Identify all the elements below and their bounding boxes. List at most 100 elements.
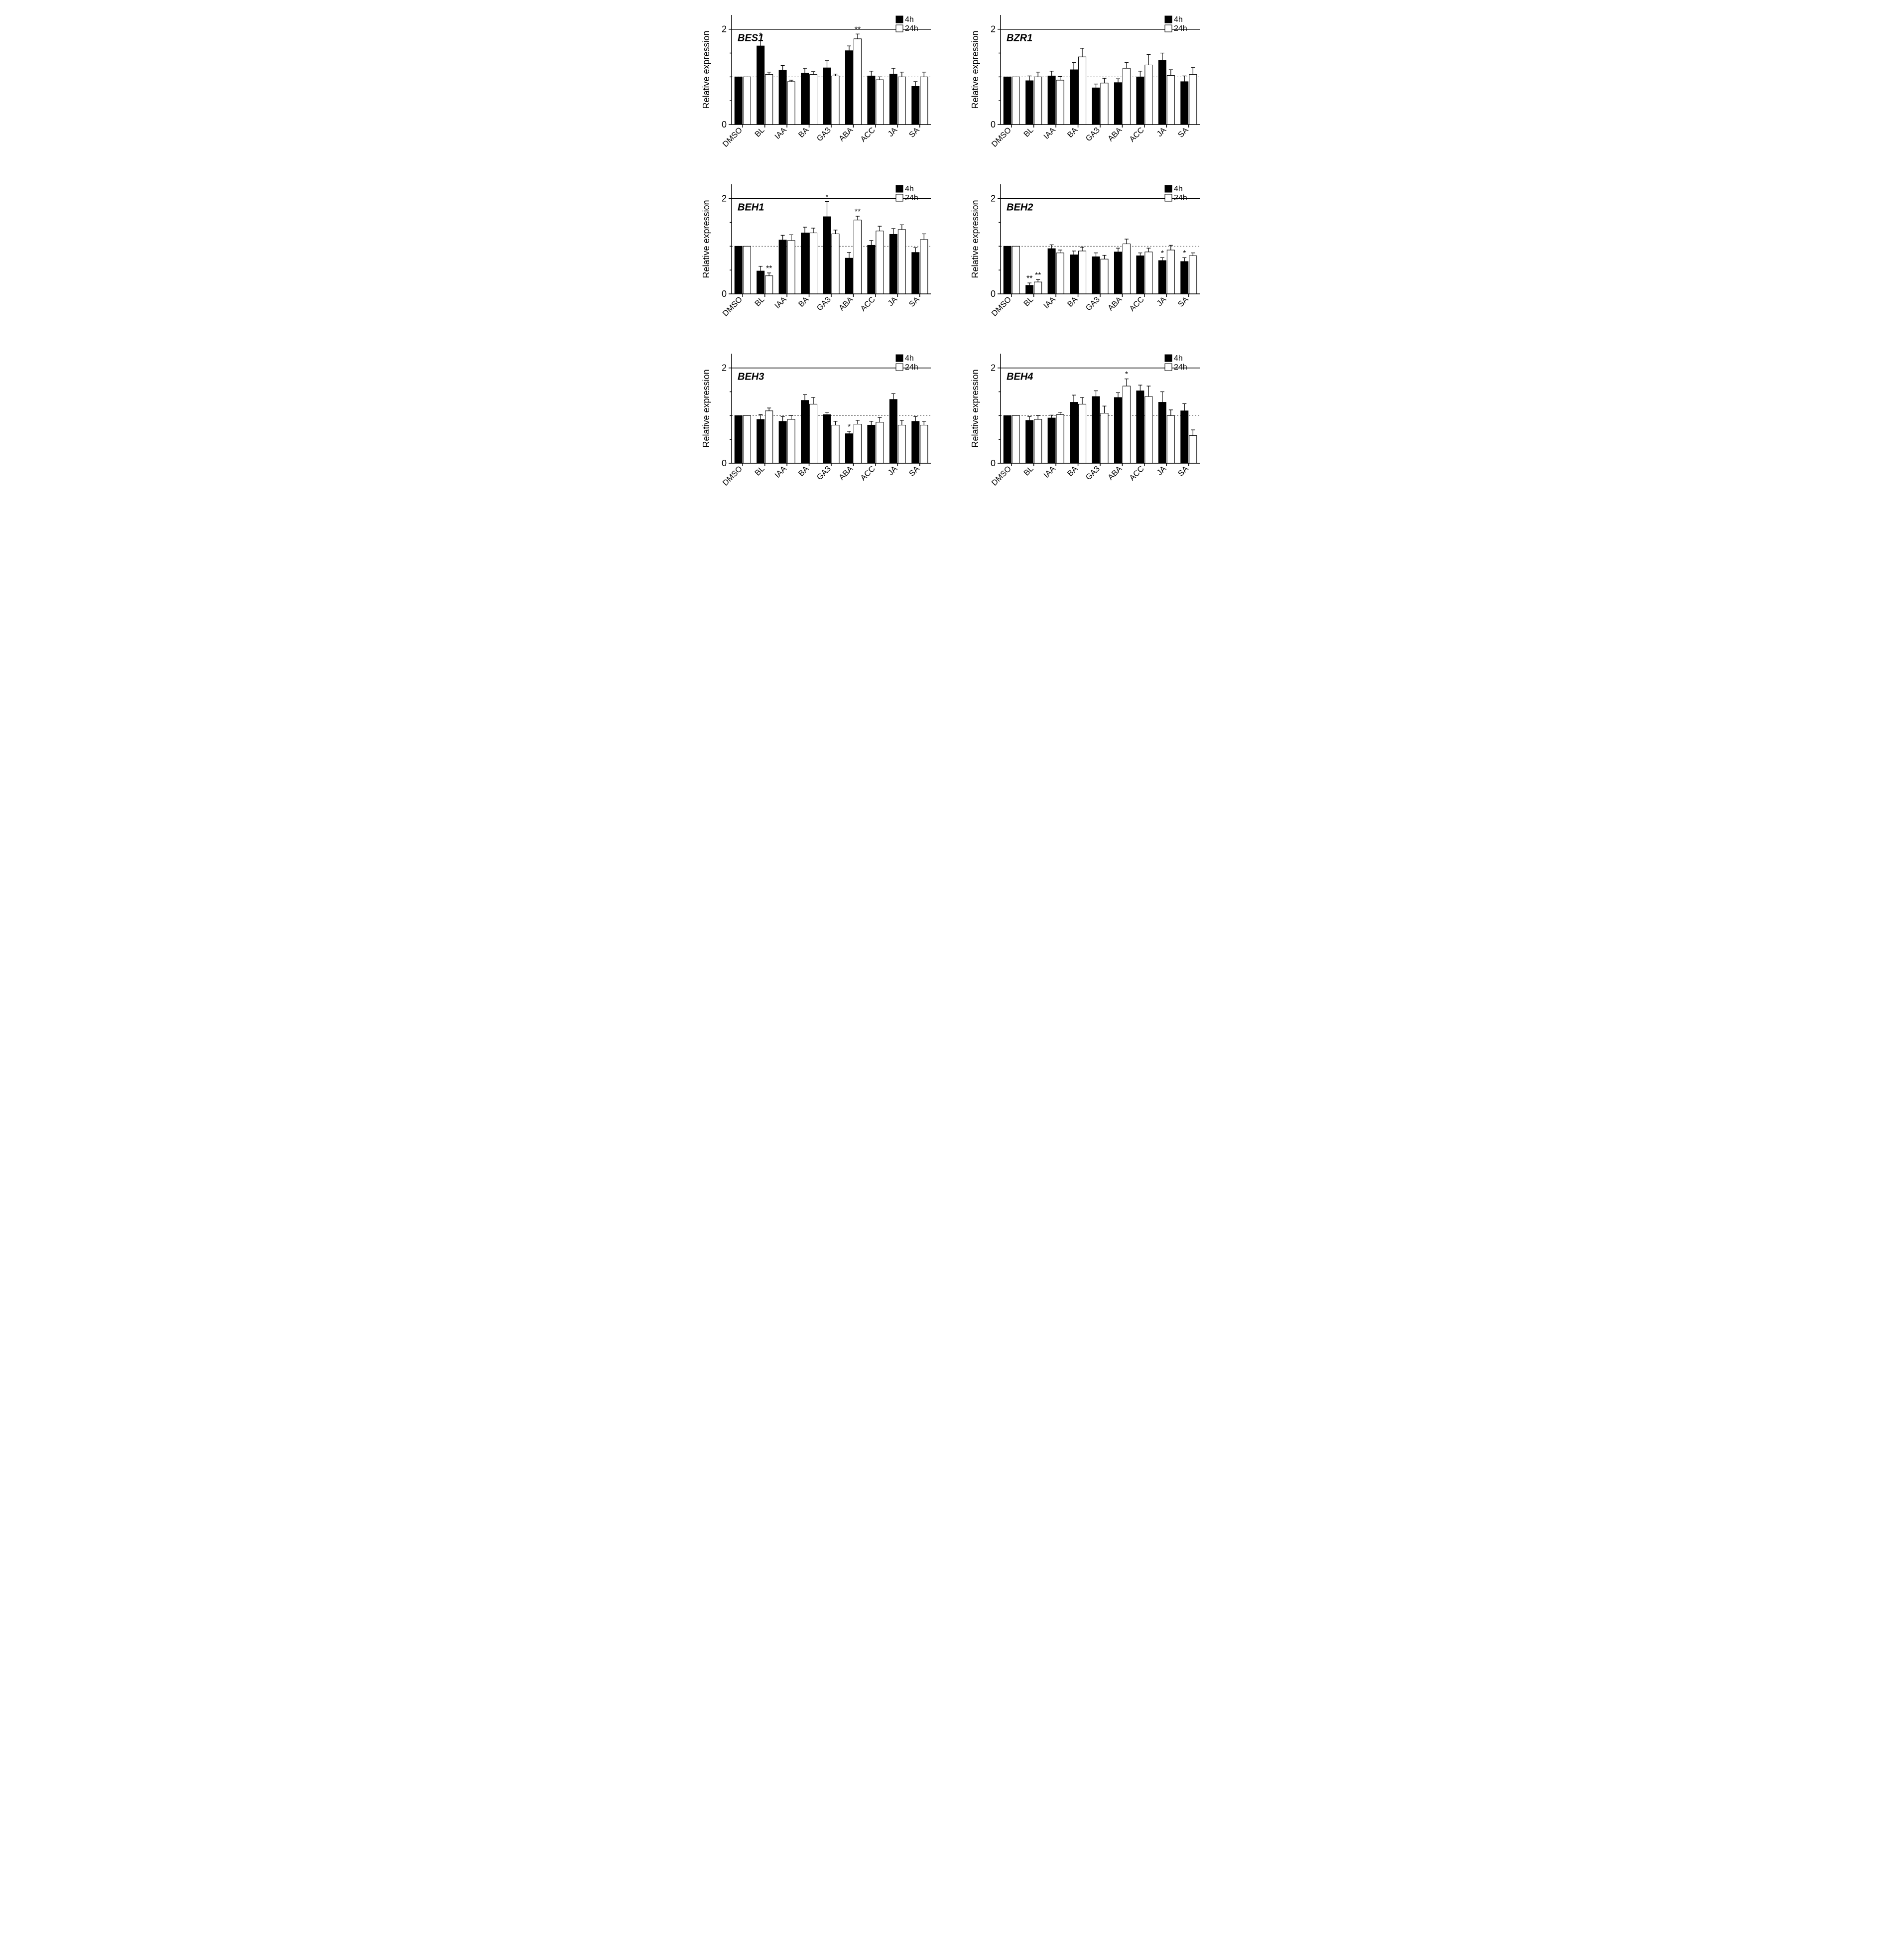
- bar-4h: [1114, 252, 1122, 294]
- significance-marker: **: [1034, 271, 1040, 279]
- significance-marker: **: [1026, 274, 1032, 283]
- x-tick-label: SA: [907, 126, 921, 139]
- x-tick-label: SA: [1176, 465, 1190, 478]
- bar-4h: [1114, 83, 1122, 125]
- bar-24h: [765, 276, 772, 294]
- panel-title: BZR1: [1007, 33, 1032, 44]
- bar-4h: [845, 51, 853, 125]
- significance-marker: *: [1160, 249, 1163, 258]
- x-tick-label: IAA: [773, 465, 788, 480]
- bar-4h: [1180, 82, 1188, 125]
- x-tick-label: JA: [1155, 126, 1167, 138]
- bar-24h: [1101, 413, 1108, 463]
- x-tick-label: BL: [1022, 126, 1035, 139]
- bar-24h: [787, 241, 795, 294]
- bar-4h: [757, 419, 764, 463]
- bar-24h: [787, 419, 795, 463]
- x-tick-label: ABA: [837, 465, 855, 482]
- bar-24h: [1189, 75, 1196, 125]
- y-tick-label: 2: [990, 24, 995, 34]
- bar-4h: [1136, 391, 1143, 463]
- bar-24h: [1167, 250, 1174, 294]
- x-tick-label: ACC: [859, 126, 877, 144]
- chart-panel: *****02DMSOBLIAABAGA3ABAACCJASARelative …: [697, 179, 936, 329]
- x-tick-label: BL: [753, 295, 766, 308]
- bar-4h: [1136, 256, 1143, 294]
- bar-4h: [1004, 77, 1011, 125]
- legend-swatch-4h: [896, 185, 903, 192]
- legend-swatch-24h: [1165, 194, 1172, 201]
- panel-title: BEH4: [1007, 372, 1033, 383]
- x-tick-label: ABA: [1106, 126, 1124, 143]
- bar-24h: [1034, 419, 1041, 463]
- bar-24h: [1101, 259, 1108, 294]
- bar-24h: [1189, 436, 1196, 463]
- x-tick-label: ACC: [1128, 295, 1145, 313]
- x-tick-label: BA: [1066, 465, 1079, 478]
- bar-4h: [867, 245, 875, 294]
- x-tick-label: BL: [753, 465, 766, 478]
- y-tick-label: 2: [990, 363, 995, 373]
- bar-24h: [765, 75, 772, 125]
- bar-4h: [1048, 76, 1055, 125]
- bar-4h: [735, 246, 742, 294]
- x-tick-label: SA: [907, 295, 921, 309]
- x-tick-label: ABA: [1106, 295, 1124, 313]
- bar-4h: [889, 234, 897, 294]
- chart-panel: ***02DMSOBLIAABAGA3ABAACCJASARelative ex…: [697, 10, 936, 159]
- bar-24h: [1123, 244, 1130, 294]
- y-tick-label: 0: [990, 289, 995, 299]
- bar-24h: [1056, 253, 1064, 294]
- bar-24h: [920, 77, 927, 125]
- bar-4h: [911, 253, 919, 294]
- panel-svg: ******02DMSOBLIAABAGA3ABAACCJASARelative…: [966, 179, 1205, 329]
- x-tick-label: BL: [1022, 465, 1035, 478]
- panel-title: BEH3: [738, 372, 764, 383]
- bar-24h: [1167, 75, 1174, 125]
- bar-4h: [1048, 249, 1055, 294]
- bar-4h: [889, 74, 897, 125]
- bar-24h: [898, 230, 905, 294]
- bar-24h: [1056, 414, 1064, 463]
- significance-marker: *: [1125, 371, 1128, 379]
- y-tick-label: 2: [990, 194, 995, 204]
- y-axis-label: Relative expression: [701, 200, 711, 278]
- bar-4h: [845, 258, 853, 294]
- bar-24h: [1034, 77, 1041, 125]
- bar-4h: [823, 68, 831, 125]
- bar-4h: [1048, 418, 1055, 463]
- y-axis-label: Relative expression: [970, 200, 980, 278]
- panel-svg: *02DMSOBLIAABAGA3ABAACCJASARelative expr…: [966, 349, 1205, 498]
- bar-24h: [809, 404, 817, 463]
- y-tick-label: 2: [721, 363, 726, 373]
- bar-24h: [832, 234, 839, 294]
- bar-4h: [801, 73, 808, 125]
- chart-grid: ***02DMSOBLIAABAGA3ABAACCJASARelative ex…: [697, 10, 1205, 498]
- legend-swatch-24h: [896, 194, 903, 201]
- bar-4h: [845, 434, 853, 463]
- x-tick-label: GA3: [815, 126, 833, 143]
- significance-marker: *: [847, 423, 850, 431]
- legend-label-4h: 4h: [905, 15, 914, 24]
- x-tick-label: SA: [1176, 126, 1190, 139]
- y-tick-label: 0: [721, 458, 726, 468]
- bar-24h: [832, 425, 839, 463]
- significance-marker: **: [765, 264, 771, 273]
- bar-24h: [1034, 282, 1041, 294]
- bar-4h: [1092, 257, 1100, 294]
- bar-4h: [911, 86, 919, 125]
- x-tick-label: IAA: [1042, 295, 1057, 310]
- bar-24h: [876, 231, 883, 294]
- legend-swatch-4h: [1165, 355, 1172, 362]
- x-tick-label: SA: [1176, 295, 1190, 309]
- legend-label-4h: 4h: [1174, 354, 1183, 363]
- bar-24h: [1101, 83, 1108, 125]
- bar-24h: [1012, 77, 1019, 125]
- legend-label-24h: 24h: [905, 194, 918, 202]
- x-tick-label: ACC: [859, 465, 877, 483]
- bar-24h: [920, 425, 927, 463]
- panel-svg: ***02DMSOBLIAABAGA3ABAACCJASARelative ex…: [697, 10, 936, 159]
- legend-swatch-24h: [1165, 364, 1172, 371]
- legend-swatch-24h: [1165, 25, 1172, 32]
- bar-4h: [1025, 285, 1033, 294]
